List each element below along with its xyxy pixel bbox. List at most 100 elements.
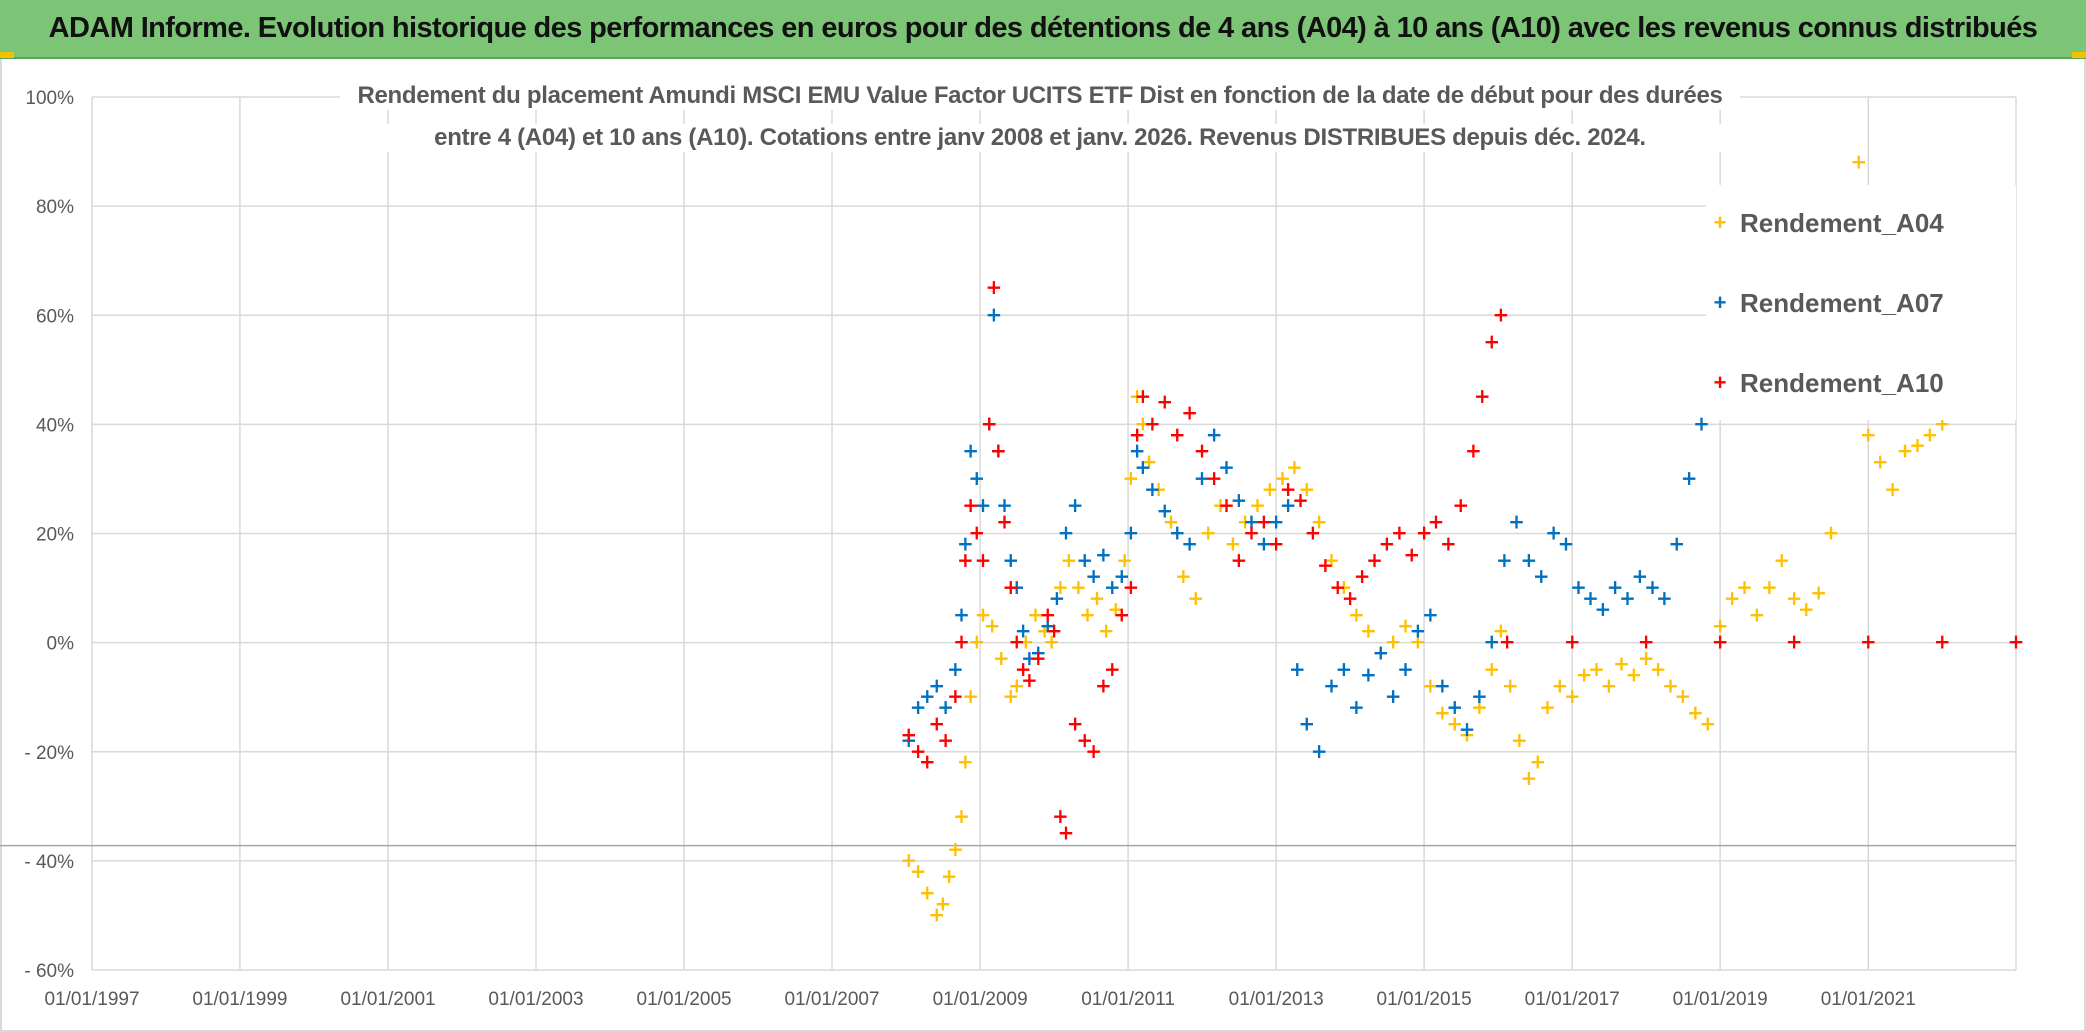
data-point: + [1656, 586, 1673, 610]
data-point: + [1107, 597, 1124, 621]
data-point: + [1008, 575, 1025, 599]
data-point: + [1493, 302, 1510, 326]
data-point: + [1712, 630, 1729, 654]
data-point: + [910, 859, 927, 883]
data-point: + [1638, 646, 1655, 670]
data-point: + [1116, 548, 1133, 572]
data-point: + [1348, 695, 1365, 719]
data-point: + [1212, 493, 1229, 517]
x-tick-label: 01/01/2013 [1229, 989, 1324, 1010]
data-point: + [1921, 422, 1938, 446]
data-point: + [1243, 521, 1260, 545]
data-point: + [1046, 619, 1063, 643]
data-point: + [990, 439, 1007, 463]
data-point: + [1712, 613, 1729, 637]
data-point: + [1674, 684, 1691, 708]
data-point: + [1021, 646, 1038, 670]
data-point: + [1909, 433, 1926, 457]
data-point: + [1129, 384, 1146, 408]
data-point: + [934, 892, 951, 916]
data-point: + [1123, 575, 1140, 599]
x-tick-label: 01/01/2007 [784, 989, 879, 1010]
data-point: + [1644, 575, 1661, 599]
data-point: + [1483, 657, 1500, 681]
data-point: + [1786, 630, 1803, 654]
data-point: + [1668, 531, 1685, 555]
legend-label-a10: Rendement_A10 [1740, 367, 1944, 398]
data-point: + [1576, 662, 1593, 686]
data-point: + [1366, 548, 1383, 572]
legend-marker-a10: + [1713, 370, 1727, 395]
data-point: + [1934, 630, 1951, 654]
data-point: + [1786, 586, 1803, 610]
data-point: + [1409, 630, 1426, 654]
data-point: + [990, 439, 1007, 463]
data-point: + [1496, 548, 1513, 572]
y-tick-label: 20% [36, 525, 74, 546]
legend-label-a07: Rendement_A07 [1740, 287, 1944, 318]
data-point: + [1218, 455, 1235, 479]
data-point: + [1181, 531, 1198, 555]
data-point: + [1076, 548, 1093, 572]
data-point: + [1736, 575, 1753, 599]
data-point: + [1123, 466, 1140, 490]
data-point: + [1079, 602, 1096, 626]
series-Rendement_A04: ++++++++++++++++++++++++++++++++++++++++… [900, 149, 1950, 926]
data-point: + [1335, 575, 1352, 599]
data-point: + [1335, 657, 1352, 681]
data-point: + [1292, 488, 1309, 512]
data-point: + [1529, 750, 1546, 774]
data-point: + [1619, 586, 1636, 610]
data-point: + [953, 602, 970, 626]
data-point: + [1156, 499, 1173, 523]
series-Rendement_A10: ++++++++++++++++++++++++++++++++++++++++… [900, 275, 2024, 845]
data-point: + [1323, 673, 1340, 697]
data-point: + [1218, 493, 1235, 517]
chart-title-line-1: Rendement du placement Amundi MSCI EMU V… [340, 82, 1740, 110]
data-point: + [1564, 630, 1581, 654]
data-point: + [993, 646, 1010, 670]
data-point: + [1095, 673, 1112, 697]
data-point: + [1089, 586, 1106, 610]
data-point: + [1002, 548, 1019, 572]
data-point: + [1113, 602, 1130, 626]
data-point: + [1085, 564, 1102, 588]
data-point: + [1036, 619, 1053, 643]
data-point: + [919, 881, 936, 905]
data-point: + [1693, 411, 1710, 435]
data-point: + [1471, 684, 1488, 708]
data-point: + [1169, 521, 1186, 545]
data-point: + [1134, 455, 1151, 479]
legend-label-a04: Rendement_A04 [1740, 207, 1944, 238]
data-point: + [975, 493, 992, 517]
data-point: + [1027, 602, 1044, 626]
data-point: + [1015, 619, 1032, 643]
data-point: + [1098, 619, 1115, 643]
x-tick-label: 01/01/2003 [488, 989, 583, 1010]
data-point: + [1008, 630, 1025, 654]
data-point: + [1002, 575, 1019, 599]
data-point: + [1231, 548, 1248, 572]
data-point: + [1872, 450, 1889, 474]
data-point: + [1564, 684, 1581, 708]
data-point: + [1268, 510, 1285, 534]
data-point: + [1280, 493, 1297, 517]
data-point: + [1030, 641, 1047, 665]
data-point: + [1520, 766, 1537, 790]
x-tick-label: 01/01/2019 [1673, 989, 1768, 1010]
data-point: + [1067, 493, 1084, 517]
data-point: + [1289, 657, 1306, 681]
data-point: + [1039, 602, 1056, 626]
data-point: + [1860, 630, 1877, 654]
data-point: + [937, 728, 954, 752]
data-point: + [928, 673, 945, 697]
data-point: + [1582, 586, 1599, 610]
data-point: + [962, 493, 979, 517]
banner-corner-right [2072, 52, 2086, 58]
data-point: + [1206, 422, 1223, 446]
data-point: + [1049, 586, 1066, 610]
data-point: + [1163, 510, 1180, 534]
data-point: + [1311, 739, 1328, 763]
data-point: + [2008, 630, 2025, 654]
data-point: + [1360, 619, 1377, 643]
